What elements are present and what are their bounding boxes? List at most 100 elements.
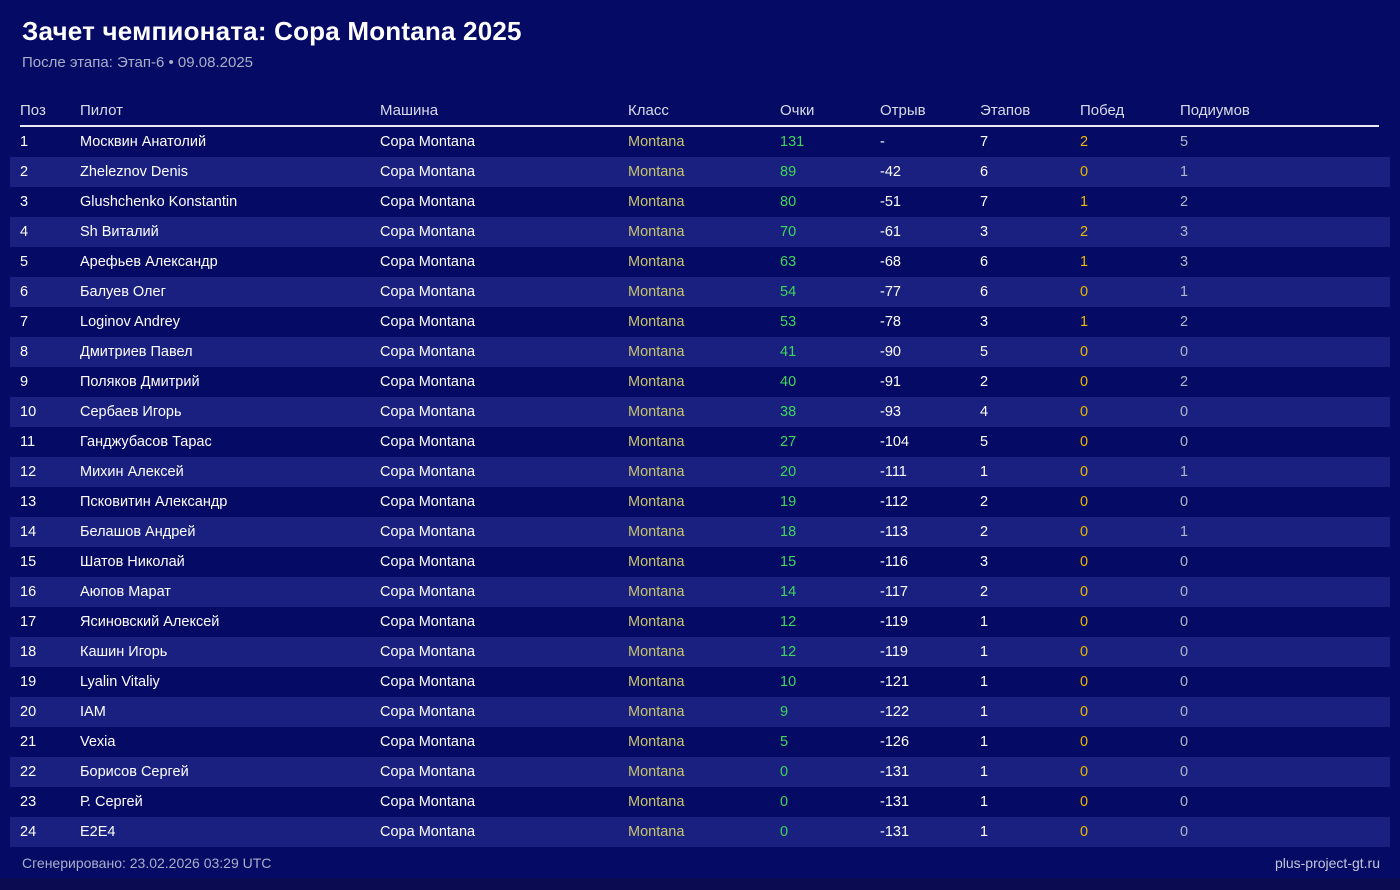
cell-car: Copa Montana — [380, 734, 476, 750]
cell-wins: 0 — [1080, 704, 1089, 720]
cell-pos: 1 — [20, 134, 29, 150]
cell-car: Copa Montana — [380, 314, 476, 330]
cell-gap: -113 — [880, 524, 908, 540]
cell-gap: - — [880, 134, 885, 150]
cell-pilot: Glushchenko Konstantin — [80, 194, 238, 210]
cell-car: Copa Montana — [380, 284, 476, 300]
cell-class: Montana — [628, 224, 685, 240]
cell-gap: -51 — [880, 194, 901, 210]
cell-wins: 2 — [1080, 224, 1089, 240]
cell-podiums: 1 — [1180, 164, 1189, 180]
cell-points: 53 — [780, 314, 797, 330]
cell-pilot: Ганджубасов Тарас — [80, 434, 212, 450]
generated-timestamp: Сгенерировано: 23.02.2026 03:29 UTC — [22, 855, 272, 871]
cell-car: Copa Montana — [380, 824, 476, 840]
cell-pilot: Поляков Дмитрий — [80, 374, 200, 390]
table-row: 24 E2E4 Copa Montana Montana 0 -131 1 0 0 — [10, 817, 1390, 847]
cell-gap: -111 — [880, 464, 907, 480]
cell-points: 131 — [780, 134, 805, 150]
cell-points: 70 — [780, 224, 797, 240]
cell-points: 0 — [780, 764, 789, 780]
cell-class: Montana — [628, 164, 685, 180]
cell-class: Montana — [628, 464, 685, 480]
cell-podiums: 1 — [1180, 464, 1189, 480]
cell-podiums: 0 — [1180, 644, 1189, 660]
cell-stages: 3 — [980, 224, 989, 240]
cell-class: Montana — [628, 344, 685, 360]
cell-podiums: 0 — [1180, 584, 1189, 600]
cell-class: Montana — [628, 524, 685, 540]
cell-wins: 0 — [1080, 464, 1089, 480]
page-title: Зачет чемпионата: Copa Montana 2025 — [22, 16, 522, 46]
page-subtitle: После этапа: Этап-6 • 09.08.2025 — [22, 54, 253, 71]
cell-wins: 1 — [1080, 254, 1089, 270]
cell-wins: 0 — [1080, 434, 1089, 450]
cell-pos: 13 — [20, 494, 37, 510]
cell-wins: 0 — [1080, 764, 1089, 780]
table-row: 9 Поляков Дмитрий Copa Montana Montana 40 -91… — [10, 367, 1390, 397]
cell-stages: 1 — [980, 614, 989, 630]
table-header-row: Поз Пилот Машина Класс Очки Отрыв Этапов Побед П… — [10, 95, 1390, 125]
table-row: 23 Р. Сергей Copa Montana Montana 0 -131 1 0 0 — [10, 787, 1390, 817]
cell-points: 41 — [780, 344, 797, 360]
cell-points: 19 — [780, 494, 797, 510]
cell-stages: 2 — [980, 374, 989, 390]
cell-pos: 23 — [20, 794, 37, 810]
cell-gap: -91 — [880, 374, 901, 390]
cell-pilot: Москвин Анатолий — [80, 134, 207, 150]
page-header: Зачет чемпионата: Copa Montana 2025 Посл… — [0, 0, 1400, 71]
cell-stages: 3 — [980, 554, 989, 570]
cell-wins: 2 — [1080, 134, 1089, 150]
cell-wins: 0 — [1080, 674, 1089, 690]
cell-pilot: Ясиновский Алексей — [80, 614, 220, 630]
column-header-car: Машина — [380, 101, 439, 119]
cell-gap: -131 — [880, 794, 910, 810]
cell-gap: -131 — [880, 824, 910, 840]
table-row: 20 IAM Copa Montana Montana 9 -122 1 0 0 — [10, 697, 1390, 727]
cell-stages: 2 — [980, 524, 989, 540]
cell-pos: 2 — [20, 164, 29, 180]
cell-points: 20 — [780, 464, 797, 480]
cell-class: Montana — [628, 284, 685, 300]
cell-wins: 0 — [1080, 284, 1089, 300]
cell-gap: -131 — [880, 764, 910, 780]
cell-class: Montana — [628, 794, 685, 810]
cell-podiums: 0 — [1180, 344, 1189, 360]
cell-wins: 0 — [1080, 584, 1089, 600]
cell-car: Copa Montana — [380, 224, 476, 240]
cell-gap: -78 — [880, 314, 901, 330]
cell-gap: -104 — [880, 434, 910, 450]
cell-podiums: 3 — [1180, 254, 1189, 270]
cell-car: Copa Montana — [380, 194, 476, 210]
cell-gap: -68 — [880, 254, 901, 270]
column-header-stages: Этапов — [980, 101, 1031, 119]
table-row: 7 Loginov Andrey Copa Montana Montana 53 -78 3… — [10, 307, 1390, 337]
table-row: 1 Москвин Анатолий Copa Montana Montana 131 -… — [10, 127, 1390, 157]
cell-points: 27 — [780, 434, 797, 450]
cell-stages: 1 — [980, 794, 989, 810]
table-row: 21 Vexia Copa Montana Montana 5 -126 1 0 0 — [10, 727, 1390, 757]
cell-class: Montana — [628, 674, 685, 690]
cell-pilot: Борисов Сергей — [80, 764, 189, 780]
cell-pos: 22 — [20, 764, 37, 780]
cell-gap: -119 — [880, 644, 908, 660]
cell-stages: 4 — [980, 404, 989, 420]
cell-pilot: E2E4 — [80, 824, 116, 840]
cell-podiums: 0 — [1180, 794, 1189, 810]
cell-points: 12 — [780, 644, 797, 660]
cell-pilot: Р. Сергей — [80, 794, 143, 810]
cell-wins: 0 — [1080, 614, 1089, 630]
cell-points: 9 — [780, 704, 789, 720]
cell-podiums: 0 — [1180, 674, 1189, 690]
bottom-bar — [0, 878, 1400, 890]
site-link[interactable]: plus-project-gt.ru — [1274, 855, 1380, 871]
cell-gap: -112 — [880, 494, 908, 510]
table-row: 2 Zheleznov Denis Copa Montana Montana 89 -42… — [10, 157, 1390, 187]
cell-class: Montana — [628, 434, 685, 450]
column-header-pilot: Пилот — [80, 101, 123, 119]
cell-stages: 1 — [980, 674, 989, 690]
column-header-pos: Поз — [20, 101, 46, 119]
standings-table: Поз Пилот Машина Класс Очки Отрыв Этапов Побед П… — [0, 95, 1400, 847]
cell-pilot: Балуев Олег — [80, 284, 166, 300]
cell-car: Copa Montana — [380, 554, 476, 570]
